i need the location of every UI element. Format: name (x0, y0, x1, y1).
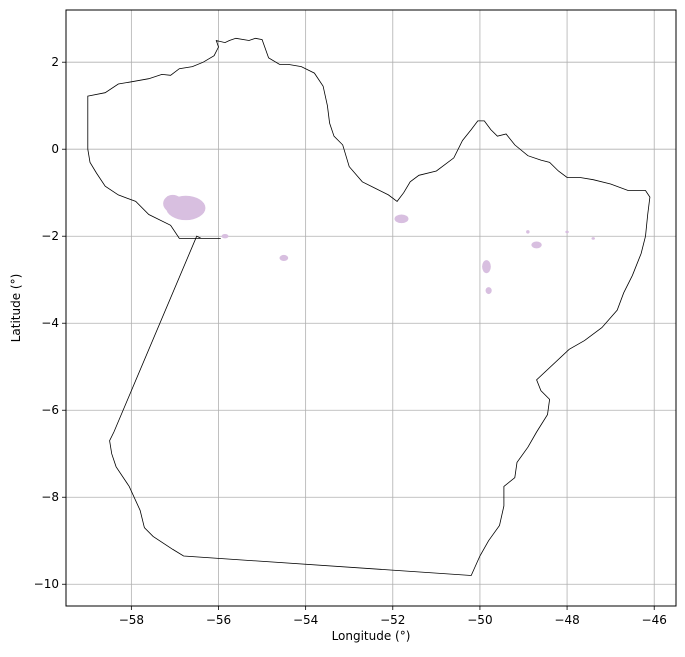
x-axis-label: Longitude (°) (332, 629, 411, 643)
y-tick-label: 0 (51, 142, 59, 156)
y-axis-ticks: 2 0 −2 −4 −6 −8 −10 (34, 55, 66, 591)
x-tick-label: −48 (554, 613, 579, 627)
grid-lines (66, 10, 676, 606)
y-tick-label: −10 (34, 577, 59, 591)
y-tick-label: −8 (41, 490, 59, 504)
x-tick-label: −58 (119, 613, 144, 627)
axes-frame (65, 9, 677, 607)
data-patch (565, 230, 569, 234)
y-tick-label: 2 (51, 55, 59, 69)
x-tick-label: −46 (642, 613, 667, 627)
data-patch (591, 237, 595, 240)
state-boundary (87, 37, 651, 576)
data-patch (526, 230, 530, 234)
data-patch (482, 260, 491, 274)
data-patch (485, 287, 492, 295)
data-patch (221, 234, 229, 239)
x-tick-label: −50 (467, 613, 492, 627)
y-tick-label: −2 (41, 229, 59, 243)
data-patch (163, 194, 183, 213)
y-tick-label: −6 (41, 403, 59, 417)
data-patch (394, 214, 409, 224)
data-patch (279, 254, 289, 262)
y-tick-label: −4 (41, 316, 59, 330)
x-tick-label: −56 (206, 613, 231, 627)
data-patches (163, 194, 595, 295)
x-tick-label: −54 (293, 613, 318, 627)
x-axis-ticks: −58 −56 −54 −52 −50 −48 −46 (119, 606, 667, 627)
x-tick-label: −52 (380, 613, 405, 627)
data-patch (531, 241, 542, 249)
y-axis-label: Latitude (°) (9, 274, 23, 343)
